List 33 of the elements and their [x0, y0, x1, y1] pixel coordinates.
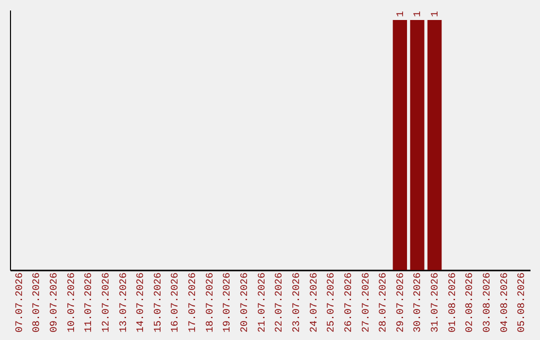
x-tick-label: 28.07.2026: [378, 272, 390, 333]
x-tick-label: 14.07.2026: [136, 272, 148, 333]
x-tick-label: 09.07.2026: [49, 272, 60, 333]
x-tick-label: 13.07.2026: [118, 272, 130, 333]
x-tick-label: 31.07.2026: [430, 272, 442, 333]
x-tick-label: 16.07.2026: [170, 272, 182, 333]
x-tick-label: 07.07.2026: [14, 272, 26, 333]
x-tick-label: 24.07.2026: [309, 272, 320, 333]
x-tick-label: 18.07.2026: [205, 272, 216, 333]
x-tick-label: 20.07.2026: [240, 272, 252, 333]
x-tick-label: 19.07.2026: [222, 272, 234, 333]
x-tick-label: 26.07.2026: [344, 272, 355, 333]
x-tick-label: 01.08.2026: [448, 272, 459, 333]
x-tick-label: 29.07.2026: [396, 272, 407, 333]
x-tick-label: 30.07.2026: [413, 272, 424, 333]
x-tick-label: 22.07.2026: [274, 272, 286, 333]
x-tick-label: 21.07.2026: [257, 272, 268, 333]
x-tick-label: 12.07.2026: [101, 272, 112, 333]
data-label: 1: [413, 10, 424, 17]
x-tick-label: 15.07.2026: [153, 272, 164, 333]
data-label: 1: [396, 10, 407, 17]
x-tick-label: 27.07.2026: [361, 272, 372, 333]
x-tick-label: 10.07.2026: [66, 272, 78, 333]
x-tick-label: 04.08.2026: [500, 272, 511, 333]
x-tick-label: 08.07.2026: [32, 272, 44, 333]
x-tick-label: 05.08.2026: [517, 272, 528, 333]
data-label: 1: [430, 10, 442, 17]
x-tick-label: 11.07.2026: [84, 272, 96, 333]
x-tick-label: 03.08.2026: [482, 272, 494, 333]
x-tick-label: 17.07.2026: [188, 272, 200, 333]
x-tick-label: 02.08.2026: [465, 272, 476, 333]
x-tick-label: 23.07.2026: [292, 272, 303, 333]
x-tick-label: 25.07.2026: [326, 272, 338, 333]
